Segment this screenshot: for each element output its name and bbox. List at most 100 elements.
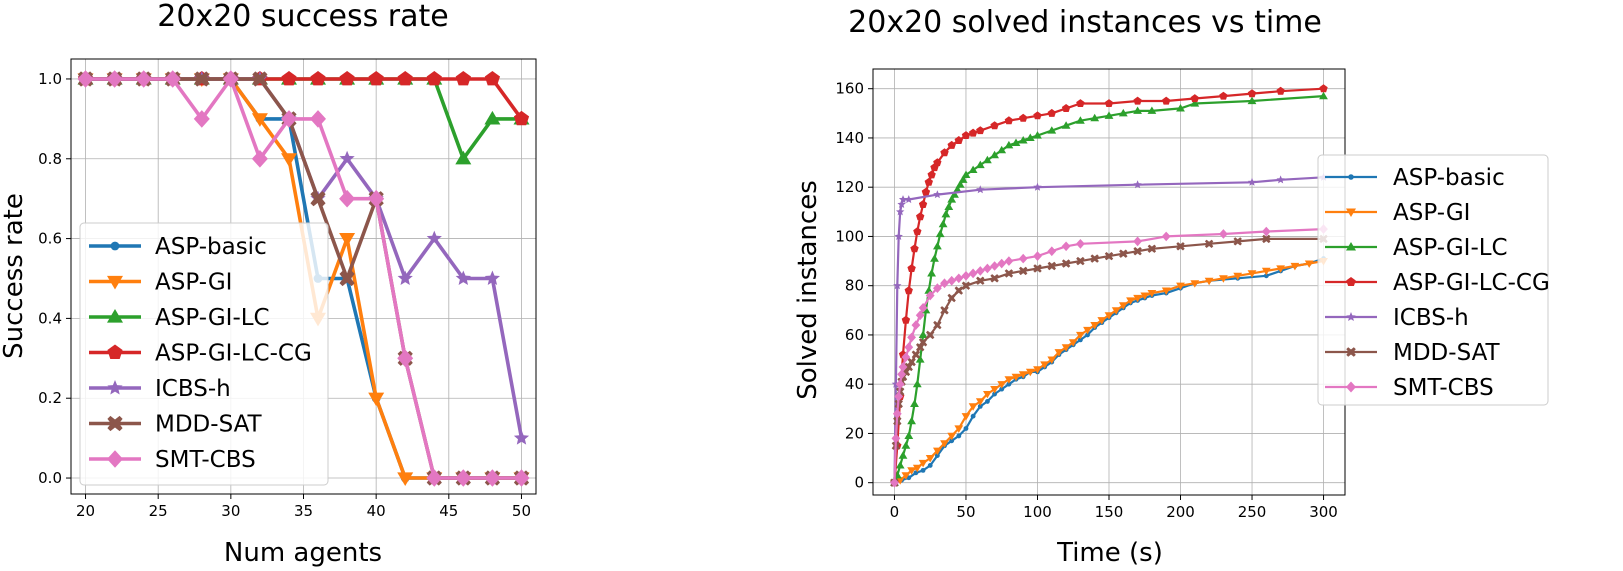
- data-point: [397, 349, 414, 368]
- data-point: [912, 379, 922, 388]
- legend-item: ASP-GI: [89, 270, 232, 296]
- data-point: [901, 352, 911, 362]
- data-point: [916, 343, 925, 352]
- legend-item: ASP-GI-LC-CG: [1325, 270, 1550, 296]
- data-point: [1019, 266, 1028, 276]
- data-point: [925, 290, 935, 301]
- legend-label: ASP-GI: [1393, 200, 1470, 226]
- x-tick-label: 50: [512, 502, 531, 520]
- data-point: [990, 386, 999, 394]
- legend-marker: [107, 380, 123, 395]
- data-point: [933, 190, 942, 199]
- data-point: [1104, 99, 1114, 107]
- data-point: [484, 469, 501, 487]
- data-point: [940, 306, 949, 315]
- data-point: [975, 160, 985, 169]
- data-point: [1076, 331, 1085, 340]
- data-point: [281, 71, 297, 86]
- data-point: [956, 433, 962, 439]
- legend-item: ASP-GI: [1325, 200, 1470, 226]
- data-point: [927, 269, 936, 277]
- y-tick-label: 0.4: [38, 309, 62, 327]
- data-point: [1276, 86, 1285, 95]
- data-point: [310, 110, 326, 128]
- data-point: [1147, 244, 1157, 253]
- data-point: [933, 283, 942, 293]
- data-point: [1233, 237, 1242, 246]
- legend-item: ICBS-h: [89, 376, 231, 402]
- data-point: [933, 320, 942, 330]
- data-point: [953, 185, 962, 193]
- data-point: [1004, 269, 1014, 278]
- data-point: [976, 126, 985, 135]
- data-point: [1262, 234, 1271, 244]
- data-point: [976, 276, 985, 285]
- data-point: [1006, 381, 1012, 387]
- x-tick-label: 30: [221, 502, 240, 520]
- legend-box: [79, 222, 329, 486]
- data-point: [949, 438, 955, 444]
- data-point: [940, 148, 949, 157]
- data-point: [911, 350, 921, 359]
- series-lines: [890, 84, 1328, 488]
- data-point: [941, 209, 951, 218]
- data-point: [898, 451, 908, 459]
- x-tick-label: 35: [294, 502, 313, 520]
- data-point: [963, 426, 969, 431]
- data-point: [1047, 261, 1056, 271]
- data-point: [983, 155, 992, 164]
- legend-marker: [1346, 242, 1356, 251]
- data-point: [1133, 96, 1142, 105]
- data-point: [1261, 267, 1271, 276]
- data-point: [1047, 108, 1056, 117]
- data-point: [935, 229, 945, 238]
- data-point: [1018, 253, 1028, 264]
- data-point: [1162, 96, 1171, 105]
- data-point: [961, 170, 971, 178]
- data-point: [954, 273, 964, 284]
- data-point: [106, 70, 123, 88]
- data-point: [975, 398, 985, 406]
- data-point: [1140, 292, 1150, 300]
- data-point: [1076, 239, 1085, 249]
- data-point: [897, 200, 906, 208]
- data-point: [940, 440, 949, 448]
- data-point: [896, 207, 905, 216]
- y-tick-label: 160: [835, 80, 864, 98]
- data-point: [911, 320, 921, 330]
- data-point: [252, 71, 268, 87]
- data-point: [950, 190, 959, 198]
- data-point: [426, 230, 442, 246]
- y-tick-label: 0.2: [38, 389, 62, 407]
- data-point: [368, 392, 385, 407]
- data-point: [368, 71, 384, 86]
- data-point: [339, 150, 355, 166]
- data-point: [513, 110, 530, 126]
- data-point: [907, 332, 916, 343]
- data-point: [912, 464, 922, 473]
- x-tick-label: 150: [1095, 503, 1124, 521]
- legend-box: [1317, 154, 1549, 406]
- legend: ASP-basic ASP-GI ASP-GI-LC ASP-GI-LC-CG ICBS…: [79, 222, 329, 486]
- data-point: [1047, 126, 1057, 134]
- data-point: [1133, 236, 1142, 247]
- data-point: [983, 391, 992, 399]
- data-point: [934, 453, 940, 459]
- data-point: [1219, 275, 1228, 283]
- x-tick-label: 0: [890, 503, 900, 521]
- data-point: [1040, 361, 1049, 369]
- data-point: [1176, 242, 1185, 251]
- data-point: [1133, 247, 1142, 256]
- legend-label: ASP-GI-LC: [1393, 235, 1508, 261]
- data-point: [1233, 272, 1243, 281]
- data-point: [954, 425, 964, 433]
- data-point: [1219, 229, 1228, 239]
- data-point: [1276, 265, 1285, 273]
- data-point: [961, 281, 971, 290]
- legend-marker: [1346, 381, 1356, 393]
- data-point: [1118, 302, 1128, 310]
- x-tick-label: 40: [367, 502, 386, 520]
- data-point: [1085, 332, 1090, 338]
- data-point: [135, 70, 152, 88]
- data-point: [920, 467, 926, 473]
